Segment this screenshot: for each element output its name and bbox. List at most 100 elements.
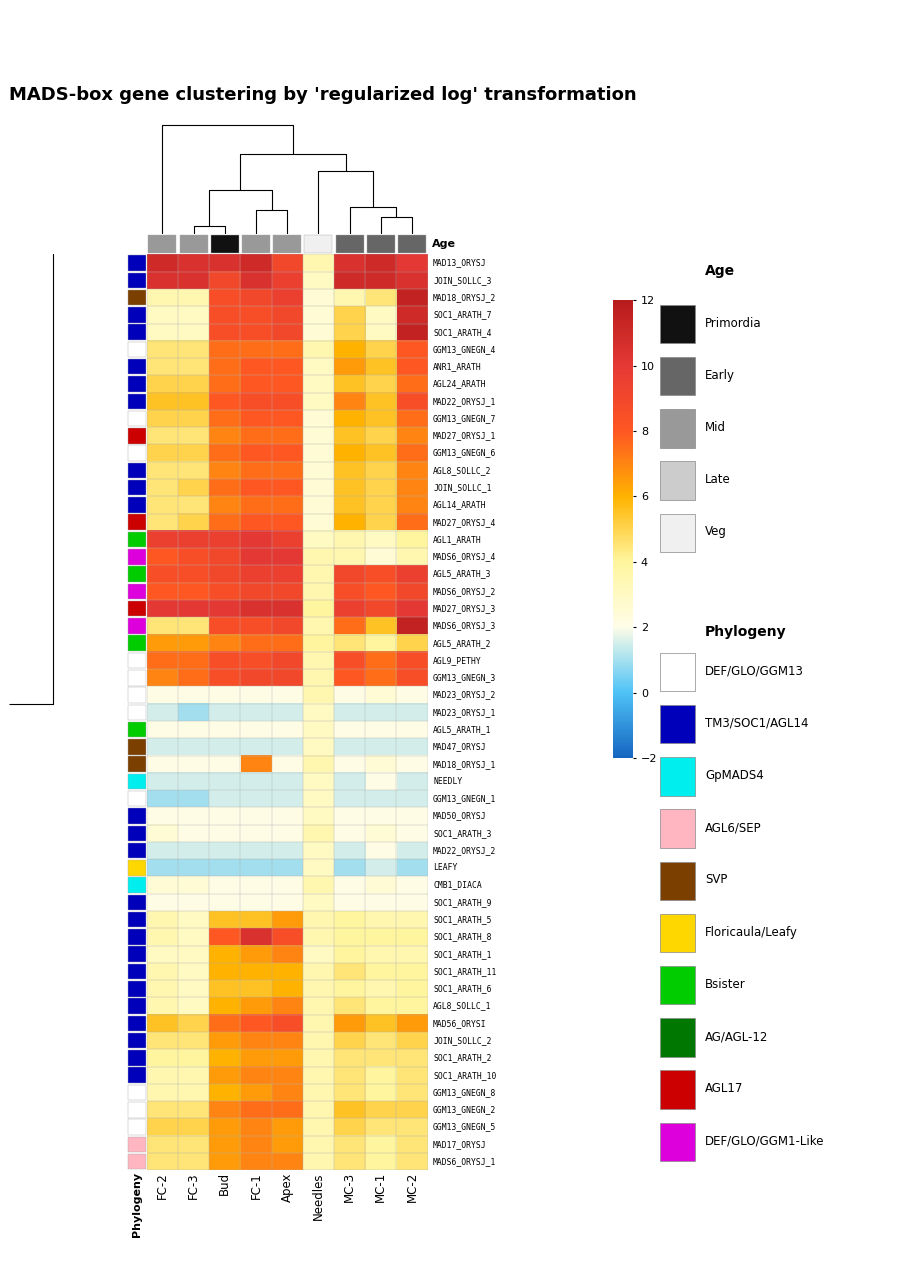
Bar [128, 550, 146, 565]
Text: SOC1_ARATH_3: SOC1_ARATH_3 [433, 829, 492, 838]
Bar [128, 584, 146, 599]
Bar [128, 1119, 146, 1135]
Bar [660, 705, 695, 743]
Text: GGM13_GNEGN_2: GGM13_GNEGN_2 [433, 1105, 496, 1114]
Bar [660, 1123, 695, 1161]
Bar [128, 342, 146, 357]
Text: DEF/GLO/GGM1-Like: DEF/GLO/GGM1-Like [705, 1135, 824, 1147]
Text: Apex: Apex [281, 1173, 294, 1202]
Text: SOC1_ARATH_11: SOC1_ARATH_11 [433, 967, 496, 976]
Text: AG/AGL-12: AG/AGL-12 [705, 1030, 768, 1043]
Text: MADS6_ORYSJ_3: MADS6_ORYSJ_3 [433, 622, 496, 631]
Text: Bud: Bud [218, 1173, 231, 1196]
Bar [128, 600, 146, 617]
Bar [335, 235, 363, 253]
Text: MAD56_ORYSI: MAD56_ORYSI [433, 1019, 487, 1028]
Bar [660, 757, 695, 796]
Bar [660, 653, 695, 691]
Bar [128, 1067, 146, 1082]
Bar [128, 1033, 146, 1048]
Text: MC-3: MC-3 [343, 1173, 356, 1202]
Text: GpMADS4: GpMADS4 [705, 770, 764, 782]
Text: Bsister: Bsister [705, 978, 746, 991]
Bar [128, 636, 146, 651]
Text: MADS-box gene clustering by 'regularized log' transformation: MADS-box gene clustering by 'regularized… [9, 86, 637, 104]
Bar [242, 235, 270, 253]
Bar [128, 1051, 146, 1066]
Text: SOC1_ARATH_8: SOC1_ARATH_8 [433, 932, 492, 941]
Text: FC-1: FC-1 [249, 1173, 263, 1199]
Bar [128, 429, 146, 444]
Bar [128, 445, 146, 460]
Text: JOIN_SOLLC_2: JOIN_SOLLC_2 [433, 1037, 492, 1046]
Text: AGL5_ARATH_1: AGL5_ARATH_1 [433, 725, 492, 734]
Bar [128, 860, 146, 875]
Text: MAD27_ORYSJ_3: MAD27_ORYSJ_3 [433, 604, 496, 613]
Bar [128, 721, 146, 738]
Text: MAD18_ORYSJ_2: MAD18_ORYSJ_2 [433, 293, 496, 303]
Text: GGM13_GNEGN_8: GGM13_GNEGN_8 [433, 1088, 496, 1096]
Text: AGL8_SOLLC_2: AGL8_SOLLC_2 [433, 466, 492, 474]
Bar [128, 946, 146, 962]
Bar [179, 235, 207, 253]
Text: SOC1_ARATH_5: SOC1_ARATH_5 [433, 915, 492, 925]
Bar [128, 393, 146, 410]
Bar [128, 272, 146, 287]
Bar [128, 463, 146, 478]
Bar [128, 653, 146, 668]
Bar [128, 359, 146, 374]
Bar [128, 878, 146, 893]
Bar [660, 305, 695, 343]
Text: AGL14_ARATH: AGL14_ARATH [433, 500, 487, 510]
Text: AGL9_PETHY: AGL9_PETHY [433, 656, 482, 665]
Bar [128, 480, 146, 496]
Bar [660, 410, 695, 448]
Text: Floricaula/Leafy: Floricaula/Leafy [705, 926, 798, 939]
Bar [128, 566, 146, 581]
Text: MAD17_ORYSJ: MAD17_ORYSJ [433, 1140, 487, 1149]
Bar [128, 1015, 146, 1032]
Bar [128, 757, 146, 772]
Text: MAD23_ORYSJ_2: MAD23_ORYSJ_2 [433, 691, 496, 700]
Text: MAD27_ORYSJ_4: MAD27_ORYSJ_4 [433, 518, 496, 527]
Bar [128, 826, 146, 841]
Bar [660, 913, 695, 953]
Text: Phylogeny: Phylogeny [131, 1173, 142, 1238]
Bar [128, 1102, 146, 1118]
Bar [128, 929, 146, 945]
Bar [128, 894, 146, 911]
Text: Age: Age [432, 239, 457, 249]
Text: NEEDLY: NEEDLY [433, 777, 462, 786]
Bar [660, 861, 695, 901]
Text: GGM13_GNEGN_1: GGM13_GNEGN_1 [433, 794, 496, 803]
Bar [128, 981, 146, 996]
Bar [128, 514, 146, 530]
Text: AGL5_ARATH_3: AGL5_ARATH_3 [433, 570, 492, 579]
Text: GGM13_GNEGN_3: GGM13_GNEGN_3 [433, 673, 496, 682]
Bar [128, 307, 146, 323]
Text: MAD18_ORYSJ_1: MAD18_ORYSJ_1 [433, 759, 496, 768]
Text: MADS6_ORYSJ_1: MADS6_ORYSJ_1 [433, 1158, 496, 1166]
Bar [128, 290, 146, 305]
Bar [660, 357, 695, 396]
Text: MAD50_ORYSJ: MAD50_ORYSJ [433, 812, 487, 820]
Bar [128, 670, 146, 686]
Bar [128, 377, 146, 392]
Bar [274, 235, 301, 253]
Text: CMB1_DIACA: CMB1_DIACA [433, 880, 482, 889]
Text: Late: Late [705, 473, 731, 486]
Text: MAD13_ORYSJ: MAD13_ORYSJ [433, 258, 487, 267]
Bar [128, 1137, 146, 1152]
Bar [149, 235, 177, 253]
Text: GGM13_GNEGN_6: GGM13_GNEGN_6 [433, 449, 496, 458]
Text: SOC1_ARATH_4: SOC1_ARATH_4 [433, 328, 492, 337]
Bar [128, 411, 146, 426]
Bar [128, 324, 146, 340]
Text: Phylogeny: Phylogeny [705, 626, 786, 640]
Text: SOC1_ARATH_2: SOC1_ARATH_2 [433, 1053, 492, 1062]
Bar [128, 843, 146, 859]
Text: MC-1: MC-1 [374, 1173, 388, 1202]
Text: DEF/GLO/GGM13: DEF/GLO/GGM13 [705, 664, 805, 678]
Text: SOC1_ARATH_9: SOC1_ARATH_9 [433, 898, 492, 907]
Text: MADS6_ORYSJ_4: MADS6_ORYSJ_4 [433, 552, 496, 561]
